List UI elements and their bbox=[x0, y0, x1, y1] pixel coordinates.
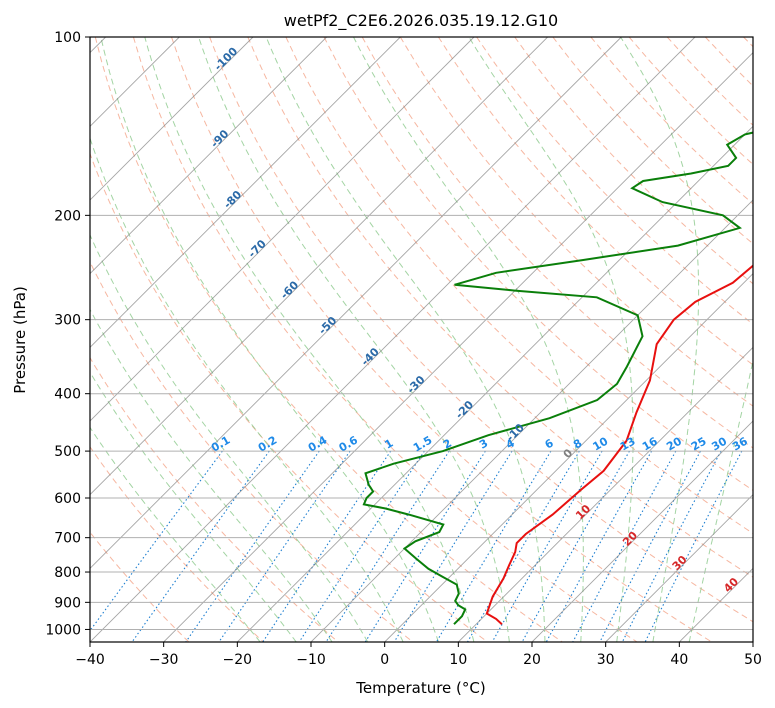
isotherm-line bbox=[163, 52, 753, 642]
y-tick-label: 800 bbox=[54, 565, 81, 581]
x-tick-label: −20 bbox=[223, 652, 253, 668]
moist-adiabat-line bbox=[688, 358, 753, 642]
mixing-ratio-line bbox=[262, 450, 392, 642]
x-tick-label: 30 bbox=[597, 652, 615, 668]
isotherm-line bbox=[90, 37, 327, 275]
mixing-ratio-line bbox=[185, 450, 320, 642]
moist-adiabat-line bbox=[198, 37, 510, 642]
x-axis-title: Temperature (°C) bbox=[355, 679, 485, 697]
moist-adiabat-line bbox=[100, 37, 439, 642]
dry-adiabat-line bbox=[90, 446, 264, 642]
moist-adiabat-line bbox=[620, 37, 700, 642]
y-tick-label: 100 bbox=[54, 30, 81, 46]
y-axis-title: Pressure (hPa) bbox=[11, 286, 29, 394]
chart-title: wetPf2_C2E6.2026.035.19.12.G10 bbox=[284, 11, 558, 31]
y-tick-label: 900 bbox=[54, 595, 81, 611]
y-tick-label: 1000 bbox=[45, 622, 81, 638]
moist-adiabat-line bbox=[265, 37, 546, 642]
dry-adiabat-line bbox=[247, 37, 753, 578]
x-tick-label: 0 bbox=[380, 652, 389, 668]
mixing-ratio-line bbox=[218, 450, 351, 642]
dry-adiabat-line bbox=[171, 37, 712, 642]
dry-adiabat-line bbox=[323, 37, 753, 491]
x-tick-label: 50 bbox=[744, 652, 762, 668]
moist-adiabat-line bbox=[90, 426, 261, 642]
dry-adiabat-line bbox=[285, 37, 753, 535]
y-tick-label: 700 bbox=[54, 531, 81, 547]
dry-adiabat-line bbox=[90, 356, 339, 642]
x-tick-label: −30 bbox=[149, 652, 179, 668]
moist-adiabat-line bbox=[144, 37, 475, 642]
mixing-ratio-line bbox=[599, 450, 701, 642]
isotherm-line bbox=[531, 420, 753, 642]
isotherm-line bbox=[605, 494, 753, 642]
dry-adiabat-line bbox=[437, 37, 753, 366]
series-layer bbox=[362, 131, 753, 625]
mixing-ratio-line bbox=[644, 450, 743, 642]
y-tick-label: 300 bbox=[54, 313, 81, 329]
isotherm-line bbox=[90, 37, 548, 496]
x-tick-label: 40 bbox=[670, 652, 688, 668]
isotherm-line bbox=[458, 346, 753, 642]
plot-frame bbox=[89, 36, 754, 643]
x-tick-label: −40 bbox=[75, 652, 105, 668]
isotherm-line bbox=[237, 125, 753, 642]
dry-adiabat-line bbox=[514, 37, 753, 285]
y-tick-label: 600 bbox=[54, 491, 81, 507]
moist-adiabat-line bbox=[90, 371, 297, 642]
mixing-ratio-line bbox=[621, 450, 722, 642]
dry-adiabat-line bbox=[209, 37, 753, 623]
x-tick-label: −10 bbox=[296, 652, 326, 668]
y-tick-label: 400 bbox=[54, 387, 81, 403]
temperature-profile-line bbox=[485, 264, 753, 625]
y-tick-label: 500 bbox=[54, 444, 81, 460]
dry-adiabat-line bbox=[476, 37, 753, 325]
isotherm-line bbox=[384, 273, 753, 642]
moist-adiabat-line bbox=[90, 136, 404, 642]
mixing-ratio-line bbox=[572, 450, 677, 642]
mixing-ratio-line bbox=[298, 450, 425, 642]
isotherm-line bbox=[90, 37, 401, 348]
mixing-ratio-line bbox=[521, 450, 630, 642]
isotherm-line bbox=[90, 37, 254, 201]
y-tick-label: 200 bbox=[54, 208, 81, 224]
mixing-ratio-line bbox=[545, 450, 653, 642]
dry-adiabat-line bbox=[132, 37, 638, 642]
x-tick-label: 20 bbox=[523, 652, 541, 668]
isotherm-line bbox=[90, 37, 622, 569]
dewpoint-profile-line bbox=[362, 131, 753, 625]
isotherm-line bbox=[90, 37, 475, 422]
mixing-ratio-line bbox=[90, 450, 223, 632]
grid-layer bbox=[90, 37, 753, 642]
mixing-ratio-line bbox=[491, 450, 603, 642]
axis-ticks: −40 −30 −20 −10 0 10 20 30 40 50 100 200 300 400 500 60… bbox=[45, 30, 762, 668]
dry-adiabat-line bbox=[90, 152, 488, 642]
moist-adiabat-line bbox=[353, 37, 584, 642]
moist-adiabat-line bbox=[90, 233, 369, 642]
x-tick-label: 10 bbox=[449, 652, 467, 668]
isotherm-line bbox=[90, 37, 696, 642]
moist-adiabat-line bbox=[90, 308, 333, 642]
isotherm-line bbox=[310, 199, 753, 642]
